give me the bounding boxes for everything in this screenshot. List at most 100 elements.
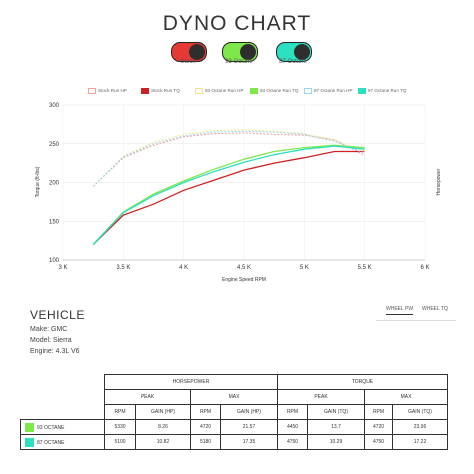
legend-93-tq[interactable]: 93 Octane Run TQ — [250, 88, 298, 94]
vehicle-heading: VEHICLE — [30, 308, 85, 322]
y2-axis-title: Horsepower — [436, 168, 442, 195]
run-toggles: Stock 93 Octane 87 Octane — [0, 42, 474, 72]
93-octane-toggle[interactable] — [222, 42, 258, 62]
tab-wheel-pw[interactable]: WHEEL PW — [386, 306, 414, 315]
legend-label: 87 Octane Run HP — [314, 88, 353, 94]
y-tick-label: 200 — [49, 181, 60, 187]
table-cell: 4750 — [277, 434, 308, 450]
chart-ticks: 100 150 200 250 300 3 K 3.5 K 4 K 4.5 K 5 K 5.5 K 6… — [49, 103, 430, 271]
tq-peak-header: PEAK — [277, 389, 365, 405]
table-column-header-row: RPM GAIN (HP) RPM GAIN (HP) RPM GAIN (TQ… — [21, 404, 448, 420]
legend-label: 87 Octane Run TQ — [368, 88, 407, 94]
column-header-rpm: RPM — [364, 404, 393, 420]
column-header-gain-hp: GAIN (HP) — [135, 404, 191, 420]
x-tick-label: 3 K — [58, 265, 67, 271]
table-row: 87 OCTANE 5100 10.82 5180 17.35 4750 10.… — [20, 434, 448, 450]
vehicle-make: Make: GMC — [30, 326, 68, 333]
chart-legend: Stock Run HP Stock Run TQ 93 Octane Run … — [0, 88, 474, 98]
results-table: HORSEPOWER TORQUE PEAK MAX PEAK MAX RPM … — [20, 374, 448, 450]
tab-wheel-tq[interactable]: WHEEL TQ — [422, 306, 448, 312]
87-octane-toggle[interactable] — [276, 42, 312, 62]
series-line-93-octane-run-tq[interactable] — [92, 144, 365, 245]
vehicle-model: Model: Sierra — [30, 337, 72, 344]
column-header-rpm: RPM — [104, 404, 136, 420]
x-tick-label: 3.5 K — [116, 265, 130, 271]
stock-toggle[interactable] — [171, 42, 207, 62]
vehicle-engine: Engine: 4.3L V6 — [30, 348, 80, 355]
table-cell: 4720 — [364, 419, 393, 435]
dyno-chart: 100 150 200 250 300 3 K 3.5 K 4 K 4.5 K 5 K 5.5 K 6… — [35, 103, 442, 283]
horsepower-group-header: HORSEPOWER — [104, 374, 278, 390]
legend-label: Stock Run HP — [98, 88, 127, 94]
legend-swatch — [88, 88, 96, 94]
legend-swatch — [141, 88, 149, 94]
table-group-header-row: HORSEPOWER TORQUE — [21, 374, 448, 390]
table-cell: 21.57 — [220, 419, 278, 435]
column-header-gain-tq: GAIN (TQ) — [392, 404, 448, 420]
tq-max-header: MAX — [364, 389, 448, 405]
legend-label: 93 Octane Run HP — [205, 88, 244, 94]
row-label-87-octane: 87 OCTANE — [20, 434, 105, 450]
legend-stock-tq[interactable]: Stock Run TQ — [141, 88, 180, 94]
legend-label: 93 Octane Run TQ — [260, 88, 299, 94]
series-line-87-octane-run-hp[interactable] — [92, 130, 365, 187]
legend-93-hp[interactable]: 93 Octane Run HP — [195, 88, 244, 94]
stock-toggle-label: Stock — [180, 59, 196, 65]
table-cell: 17.35 — [220, 434, 278, 450]
torque-group-header: TORQUE — [277, 374, 448, 390]
tabs-divider — [376, 320, 456, 321]
hp-peak-header: PEAK — [104, 389, 191, 405]
table-cell: 10.82 — [135, 434, 191, 450]
x-tick-label: 4 K — [179, 265, 188, 271]
vehicle-info: VEHICLE Make: GMC Model: Sierra Engine: … — [30, 308, 85, 355]
result-tabs: WHEEL PW WHEEL TQ — [384, 306, 454, 318]
legend-swatch — [250, 88, 258, 94]
table-cell: 23.96 — [392, 419, 448, 435]
y-axis-title: Torque (ft-lbs) — [35, 166, 41, 197]
table-cell: 17.22 — [392, 434, 448, 450]
x-tick-label: 5.5 K — [358, 265, 372, 271]
y-tick-label: 300 — [49, 103, 60, 109]
hp-max-header: MAX — [190, 389, 278, 405]
table-corner — [21, 375, 105, 390]
legend-stock-hp[interactable]: Stock Run HP — [88, 88, 127, 94]
legend-swatch — [358, 88, 366, 94]
row-label-93-octane: 93 OCTANE — [20, 419, 105, 435]
x-tick-label: 6 K — [420, 265, 429, 271]
toggle-knob — [189, 44, 205, 60]
93-octane-toggle-label: 93 Octane — [225, 59, 253, 65]
series-line-87-octane-run-tq[interactable] — [92, 145, 365, 245]
row-color-swatch — [25, 437, 34, 447]
x-tick-label: 5 K — [300, 265, 309, 271]
toggle-knob — [240, 44, 256, 60]
y-tick-label: 150 — [49, 219, 60, 225]
row-color-swatch — [25, 422, 34, 432]
row-label: 93 OCTANE — [37, 424, 65, 431]
row-label: 87 OCTANE — [37, 439, 65, 446]
table-row: 93 OCTANE 5330 8.26 4720 21.57 4450 13.7… — [20, 419, 448, 435]
table-corner — [21, 405, 105, 420]
column-header-gain-tq: GAIN (TQ) — [307, 404, 365, 420]
y-tick-label: 250 — [49, 142, 60, 148]
table-cell: 4450 — [277, 419, 308, 435]
legend-swatch — [195, 88, 203, 94]
table-cell: 13.7 — [307, 419, 365, 435]
series-line-stock-run-hp[interactable] — [92, 132, 365, 187]
chart-series — [92, 129, 365, 245]
table-cell: 4720 — [190, 419, 221, 435]
legend-87-hp[interactable]: 87 Octane Run HP — [304, 88, 353, 94]
table-cell: 4750 — [364, 434, 393, 450]
legend-87-tq[interactable]: 87 Octane Run TQ — [358, 88, 406, 94]
column-header-rpm: RPM — [190, 404, 221, 420]
legend-swatch — [304, 88, 312, 94]
column-header-gain-hp: GAIN (HP) — [220, 404, 278, 420]
table-cell: 5330 — [104, 419, 136, 435]
series-line-stock-run-tq[interactable] — [92, 150, 365, 245]
table-cell: 10.29 — [307, 434, 365, 450]
y-tick-label: 100 — [49, 258, 60, 264]
x-tick-label: 4.5 K — [237, 265, 251, 271]
toggle-knob — [294, 44, 310, 60]
legend-label: Stock Run TQ — [151, 88, 180, 94]
87-octane-toggle-label: 87 Octane — [279, 59, 307, 65]
chart-grid — [62, 104, 426, 261]
